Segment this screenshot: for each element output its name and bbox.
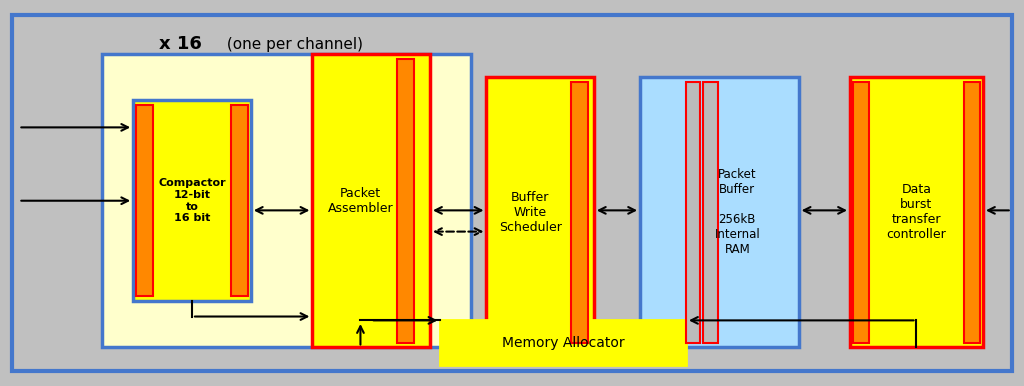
Bar	[571, 82, 588, 343]
Bar	[850, 77, 983, 347]
Bar	[136, 105, 153, 296]
Bar	[440, 320, 686, 365]
Bar	[102, 54, 471, 347]
Bar	[133, 100, 251, 301]
Text: Packet
Assembler: Packet Assembler	[328, 187, 393, 215]
Bar	[686, 82, 700, 343]
Bar	[853, 82, 869, 343]
Text: (one per channel): (one per channel)	[222, 37, 364, 52]
Bar	[703, 82, 718, 343]
Bar	[486, 77, 594, 347]
Text: Packet
Buffer

256kB
Internal
RAM: Packet Buffer 256kB Internal RAM	[715, 168, 760, 256]
Text: Buffer
Write
Scheduler: Buffer Write Scheduler	[499, 191, 562, 234]
Bar	[640, 77, 799, 347]
Text: Memory Allocator: Memory Allocator	[502, 336, 625, 350]
Text: Data
burst
transfer
controller: Data burst transfer controller	[887, 183, 946, 241]
Text: Compactor
12-bit
to
16 bit: Compactor 12-bit to 16 bit	[158, 178, 226, 223]
Bar	[964, 82, 980, 343]
Bar	[231, 105, 248, 296]
Bar	[312, 54, 430, 347]
Text: x 16: x 16	[159, 36, 202, 53]
Bar	[397, 59, 414, 343]
